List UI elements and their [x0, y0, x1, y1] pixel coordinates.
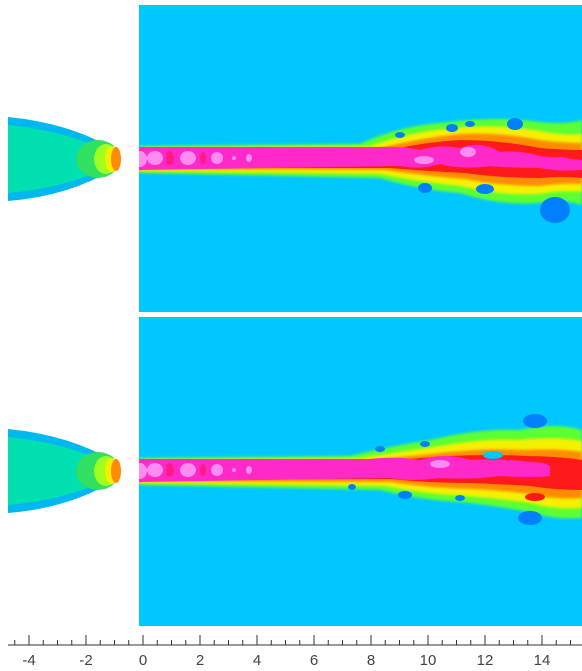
- x-axis-minor-ticks: [14, 640, 571, 645]
- x-axis-tick-label: 10: [420, 652, 437, 669]
- x-axis-tick-label: 0: [139, 652, 147, 669]
- jet-plume-bottom: [139, 414, 582, 525]
- nozzle-bottom: [8, 429, 121, 513]
- x-axis-major-ticks: [28, 635, 543, 645]
- jet-plume-top: [139, 118, 582, 223]
- x-axis-tick-label: 8: [367, 652, 375, 669]
- x-axis-tick-label: -4: [22, 652, 35, 669]
- x-axis-tick-label: -2: [79, 652, 92, 669]
- panel-top: [8, 5, 582, 312]
- panel-bottom: [8, 317, 582, 626]
- x-axis-tick-label: 4: [253, 652, 261, 669]
- x-axis-tick-labels: -4 -2 0 2 4 6 8 10 12 14: [22, 652, 550, 669]
- nozzle-top: [8, 117, 121, 201]
- x-axis-tick-label: 6: [310, 652, 318, 669]
- x-axis-tick-label: 12: [477, 652, 494, 669]
- x-axis-tick-label: 14: [534, 652, 551, 669]
- panel-separator: [139, 312, 582, 317]
- x-axis: -4 -2 0 2 4 6 8 10 12 14: [8, 635, 582, 669]
- x-axis-tick-label: 2: [196, 652, 204, 669]
